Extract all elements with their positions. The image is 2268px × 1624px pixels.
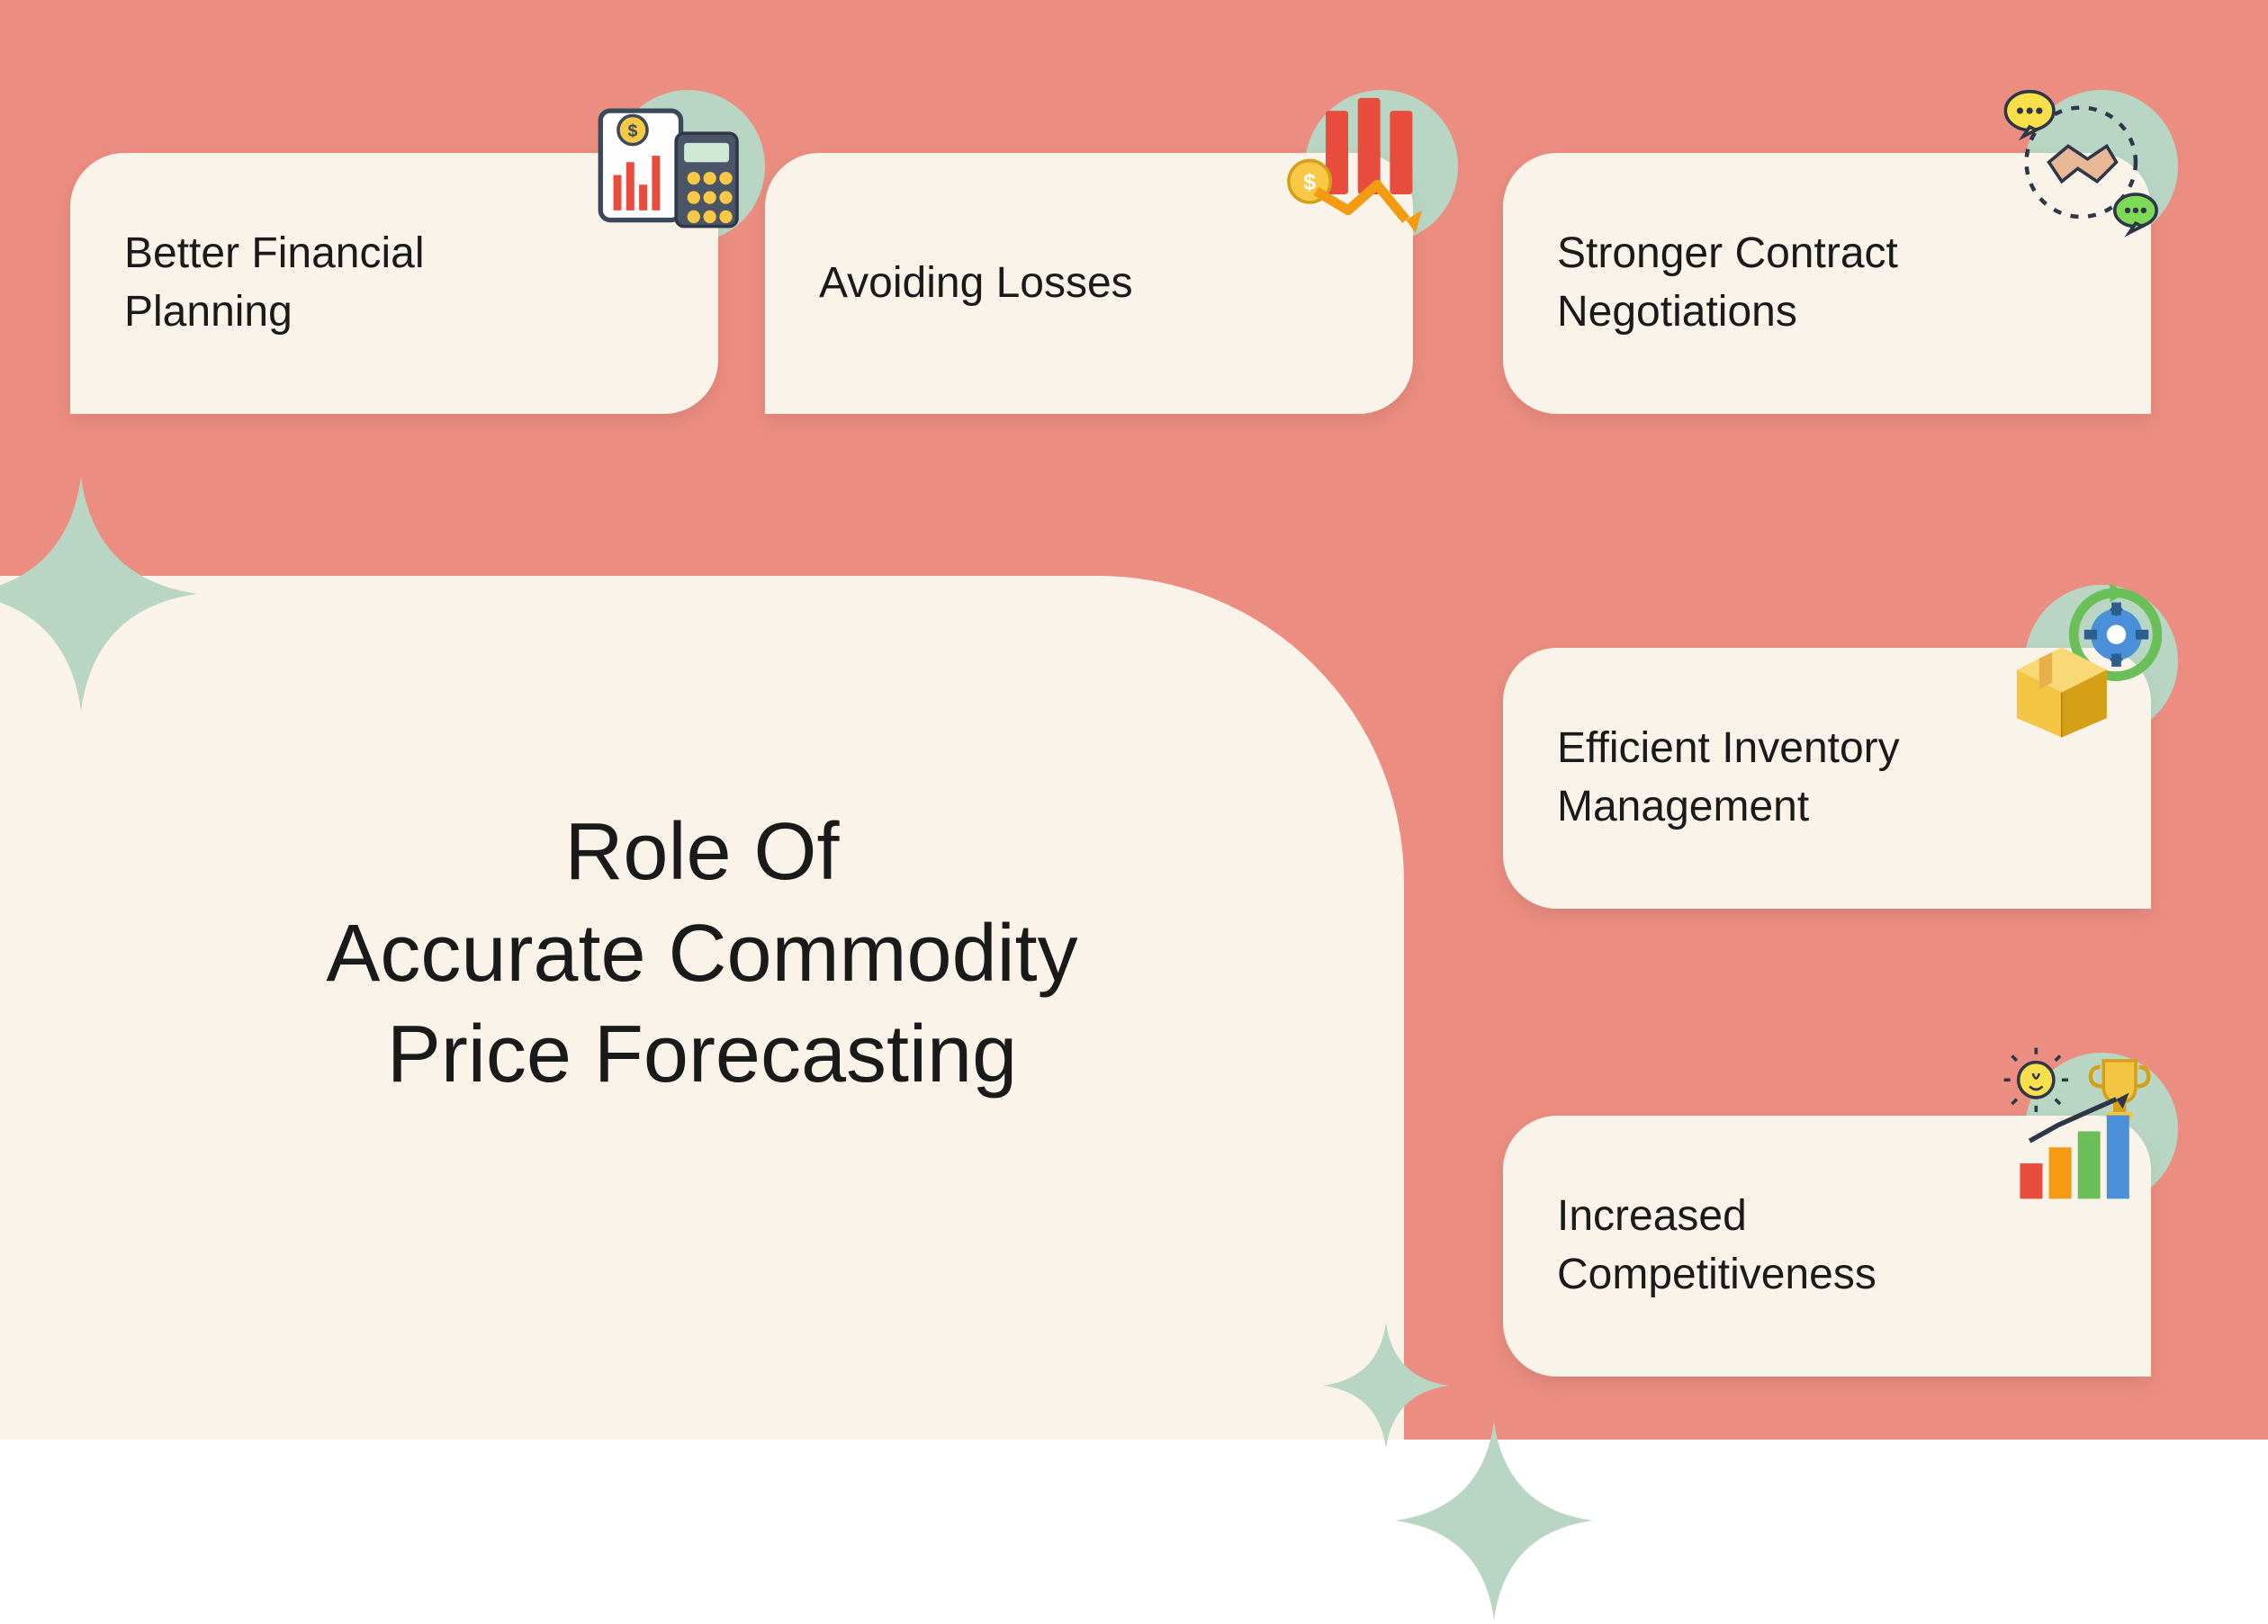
bars-down-icon: $ xyxy=(1281,82,1442,247)
card-label-financial-planning: Better FinancialPlanning xyxy=(124,225,425,342)
card-label-competitiveness: IncreasedCompetitiveness xyxy=(1557,1188,1876,1305)
sparkle-decoration xyxy=(0,477,198,715)
card-label-contract-negotiations: Stronger ContractNegotiations xyxy=(1557,225,1898,342)
main-title-panel: Role OfAccurate CommodityPrice Forecasti… xyxy=(0,576,1404,1440)
main-title: Role OfAccurate CommodityPrice Forecasti… xyxy=(326,802,1077,1106)
card-label-avoiding-losses: Avoiding Losses xyxy=(819,255,1133,313)
card-label-inventory-management: Efficient InventoryManagement xyxy=(1557,720,1900,837)
calculator-icon: $ xyxy=(588,82,749,247)
svg-text:$: $ xyxy=(628,121,638,141)
infographic-canvas: Role OfAccurate CommodityPrice Forecasti… xyxy=(0,0,2268,1440)
box-gear-icon xyxy=(2001,577,2162,742)
trophy-chart-icon xyxy=(2001,1045,2162,1210)
sparkle-decoration xyxy=(1395,1422,1593,1624)
handshake-icon xyxy=(2001,82,2162,247)
svg-text:$: $ xyxy=(1303,170,1316,195)
